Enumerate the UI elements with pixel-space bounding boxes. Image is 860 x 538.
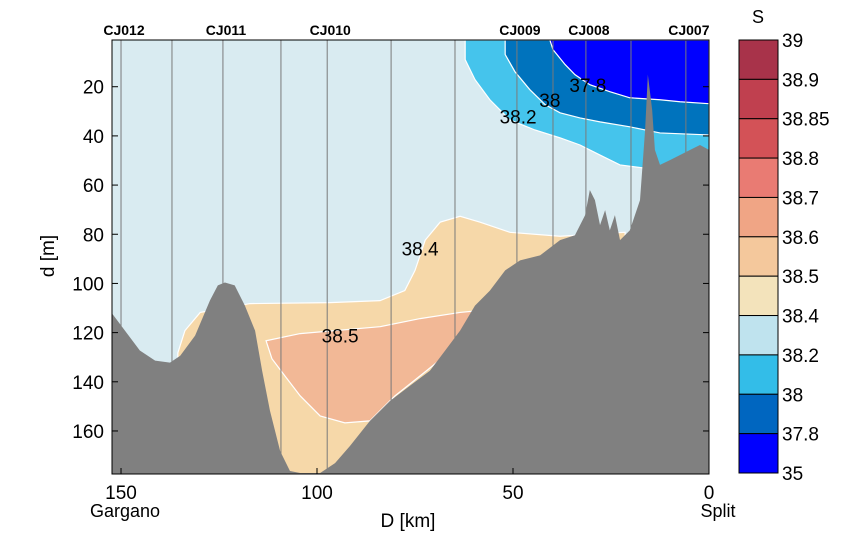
colorbar-label: 38.7 — [782, 188, 819, 209]
y-tick-label: 100 — [72, 274, 104, 295]
colorbar-swatch — [738, 315, 779, 356]
x-tick-label: 50 — [502, 483, 523, 504]
y-tick-label: 120 — [72, 324, 104, 345]
station-label: CJ011 — [206, 22, 247, 38]
y-tick-label: 40 — [83, 127, 104, 148]
colorbar-swatch — [738, 78, 779, 120]
y-axis-label: d [m] — [38, 235, 59, 277]
station-label: CJ009 — [499, 22, 540, 38]
colorbar-swatch — [738, 393, 779, 435]
y-tick-label: 80 — [83, 225, 104, 246]
y-tick-label: 140 — [72, 373, 104, 394]
colorbar-swatch — [738, 433, 779, 474]
colorbar-label: 38.9 — [782, 70, 819, 91]
salinity-region-38.5-38.6 — [265, 309, 482, 424]
colorbar-label: 35 — [782, 464, 803, 485]
station-label: CJ007 — [668, 22, 709, 38]
y-tick-label: 160 — [72, 422, 104, 443]
colorbar: S 39 38.9 38.85 38.8 38.7 38.6 38.5 38.4 38.2 38 3… — [738, 7, 830, 485]
bathymetry — [112, 74, 709, 474]
contour-label: 38.5 — [322, 327, 359, 348]
colorbar-label: 38.6 — [782, 228, 819, 249]
plot-frame — [111, 39, 710, 475]
x-tick-label: 0 — [704, 483, 715, 504]
colorbar-title: S — [752, 7, 764, 27]
station-label: CJ010 — [310, 22, 351, 38]
contour-label: 38.4 — [402, 239, 439, 260]
colorbar-label: 38 — [782, 385, 803, 406]
x-axis-label: D [km] — [381, 511, 436, 532]
colorbar-label: 37.8 — [782, 425, 819, 446]
y-tick-label: 20 — [83, 78, 104, 99]
colorbar-label: 38.4 — [782, 307, 819, 328]
salinity-region-35-37.8 — [549, 40, 709, 105]
colorbar-swatch — [738, 354, 779, 395]
x-tick-label: 100 — [301, 483, 333, 504]
colorbar-swatch — [738, 157, 779, 198]
right-end-label: Split — [700, 501, 735, 521]
colorbar-label: 38.5 — [782, 267, 819, 288]
colorbar-label: 38.8 — [782, 149, 819, 170]
colorbar-swatch — [738, 196, 779, 238]
colorbar-label: 38.85 — [782, 110, 830, 131]
contour-label: 38.2 — [500, 108, 537, 129]
x-tick-label: 150 — [105, 483, 137, 504]
y-tick-label: 60 — [83, 176, 104, 197]
colorbar-swatch — [738, 118, 779, 159]
colorbar-swatch — [738, 39, 779, 80]
station-label: CJ008 — [568, 22, 609, 38]
colorbar-label: 38.2 — [782, 346, 819, 367]
colorbar-swatch — [738, 236, 779, 277]
left-end-label: Gargano — [90, 501, 160, 521]
axes: CJ012 CJ011 CJ010 CJ009 CJ008 CJ007 150 100 50 0 2… — [72, 22, 714, 504]
contour-label: 38 — [539, 91, 560, 112]
contour-label: 37.8 — [569, 76, 606, 97]
station-label: CJ012 — [103, 22, 144, 38]
colorbar-swatch — [738, 275, 779, 317]
colorbar-label: 39 — [782, 31, 803, 52]
